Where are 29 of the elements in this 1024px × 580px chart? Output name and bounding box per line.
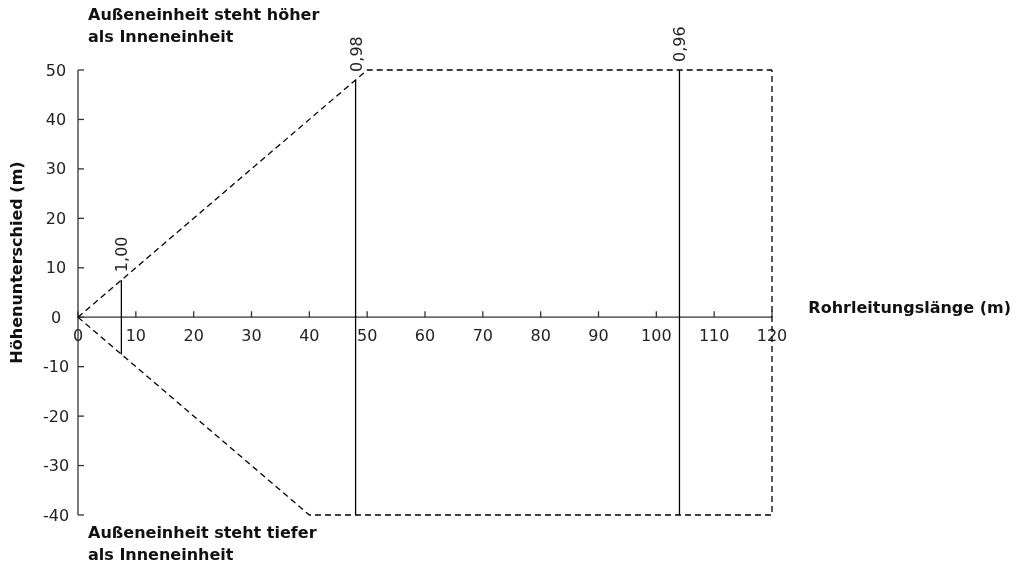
y-tick-label: 20: [45, 208, 67, 228]
x-tick-label: 100: [641, 326, 672, 346]
x-tick-label: 40: [299, 326, 320, 346]
y-tick-label: 50: [45, 60, 67, 80]
x-axis-title: Rohrleitungslänge (m): [808, 298, 1011, 318]
text: Außeneinheit steht höher als Inneneinheit: [88, 5, 320, 46]
y-tick-label: 10: [45, 258, 67, 278]
x-tick-label: 120: [756, 326, 788, 346]
x-tick-label: 50: [356, 326, 378, 346]
x-tick-label: 80: [530, 326, 551, 346]
annotation: 0,98: [346, 36, 366, 72]
y-tick-label: -40: [42, 505, 70, 525]
annotation: 1,00: [112, 236, 132, 273]
y-tick-label: 0: [50, 307, 62, 327]
y-tick-label: -20: [42, 406, 70, 426]
y-tick-label: -30: [42, 456, 70, 476]
y-tick-label: 40: [45, 110, 67, 130]
x-tick-label: 60: [414, 326, 436, 346]
text: Außeneinheit steht tiefer als Inneneinheit: [88, 523, 317, 564]
x-tick-label: 10: [125, 326, 147, 346]
x-tick-label: 110: [698, 326, 730, 346]
annotation: 0,96: [670, 26, 690, 62]
y-axis-title: Höhenunterschied (m): [7, 161, 26, 364]
x-tick-label: 30: [241, 326, 262, 346]
x-tick-label: 70: [472, 326, 494, 346]
x-tick-label: 20: [183, 326, 204, 346]
y-tick-label: -10: [42, 357, 70, 377]
y-tick-label: 30: [45, 159, 67, 179]
x-tick-label: 90: [588, 326, 609, 346]
